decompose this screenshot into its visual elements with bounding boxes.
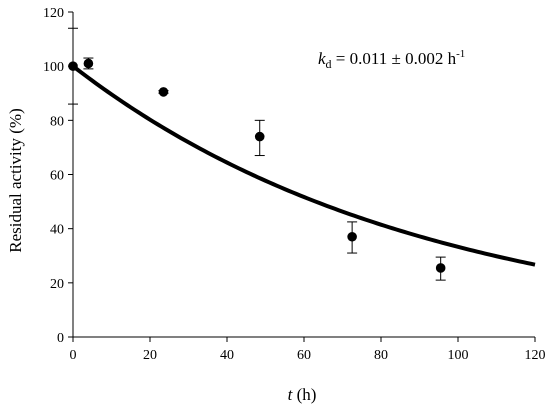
rate-constant-annotation: kd = 0.011 ± 0.002 h-1 bbox=[318, 48, 465, 71]
data-point-group bbox=[347, 221, 358, 254]
fit-curve-line bbox=[71, 64, 536, 267]
x-axis-label: t (h) bbox=[288, 385, 317, 404]
y-tick-label: 40 bbox=[50, 223, 64, 238]
data-point-group bbox=[68, 27, 78, 105]
x-tick-label: 20 bbox=[143, 348, 157, 363]
data-point bbox=[254, 131, 265, 142]
x-tick-label: 60 bbox=[297, 348, 311, 363]
annotation-value: = 0.011 ± 0.002 h bbox=[332, 49, 457, 68]
y-tick-label: 60 bbox=[50, 169, 64, 184]
y-axis-label: Residual activity (%) bbox=[6, 108, 25, 252]
data-point bbox=[158, 87, 169, 97]
x-tick-label: 100 bbox=[448, 348, 469, 363]
data-point bbox=[347, 231, 357, 242]
annotation-subscript: d bbox=[326, 57, 332, 71]
data-point bbox=[68, 61, 78, 71]
data-point-group bbox=[158, 87, 169, 97]
x-tick-label: 80 bbox=[374, 348, 388, 363]
y-tick-label: 80 bbox=[50, 114, 64, 129]
x-tick-label: 40 bbox=[220, 348, 234, 363]
y-tick-label: 120 bbox=[43, 6, 64, 21]
x-axis-ticks: 0 20 40 60 80 100 120 bbox=[70, 337, 546, 363]
x-tick-label: 120 bbox=[525, 348, 546, 363]
data-point-group bbox=[83, 57, 94, 70]
y-tick-label: 20 bbox=[50, 277, 64, 292]
y-tick-label: 100 bbox=[43, 60, 64, 75]
y-axis-ticks: 0 20 40 60 80 100 120 bbox=[43, 6, 73, 346]
data-point bbox=[435, 263, 446, 273]
x-axis-label-unit: (h) bbox=[292, 385, 316, 404]
annotation-k-symbol: k bbox=[318, 49, 326, 68]
x-tick-label: 0 bbox=[70, 348, 77, 363]
data-points bbox=[68, 27, 446, 281]
data-point bbox=[83, 58, 94, 69]
y-tick-label: 0 bbox=[57, 331, 64, 346]
annotation-exponent: -1 bbox=[456, 48, 465, 60]
data-point-group bbox=[254, 119, 265, 157]
data-point-group bbox=[435, 256, 446, 281]
x-axis-label-variable: t bbox=[288, 385, 294, 404]
